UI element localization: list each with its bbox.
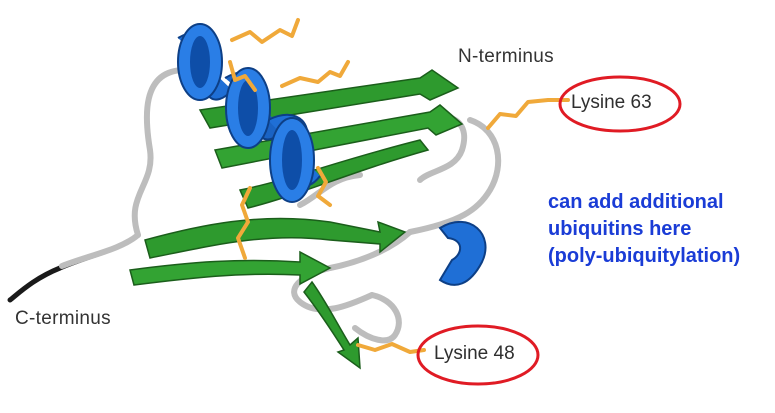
beta-strand bbox=[129, 250, 332, 286]
c-terminus-label: C-terminus bbox=[15, 308, 111, 329]
lysine-48-side-chain bbox=[356, 342, 426, 354]
beta-strand bbox=[144, 217, 407, 259]
beta-strand bbox=[303, 280, 361, 370]
poly-ubiquitylation-note: can add additional ubiquitins here (poly… bbox=[548, 189, 740, 270]
side-chains bbox=[228, 18, 570, 354]
lysine-63-side-chain bbox=[486, 98, 570, 130]
beta-sheet bbox=[129, 69, 464, 370]
lysine-63-highlight-ring bbox=[558, 75, 682, 133]
n-terminus-label: N-terminus bbox=[458, 46, 554, 67]
alpha-helix-small bbox=[438, 221, 487, 286]
note-line: ubiquitins here bbox=[548, 218, 692, 240]
lysine-63-label: Lysine 63 bbox=[571, 92, 652, 113]
lysine-48-highlight-ring bbox=[416, 324, 540, 386]
lysine-48-label: Lysine 48 bbox=[434, 343, 515, 364]
note-line: (poly-ubiquitylation) bbox=[548, 245, 741, 267]
alpha-helix-main bbox=[177, 23, 321, 203]
note-line: can add additional bbox=[548, 191, 724, 213]
